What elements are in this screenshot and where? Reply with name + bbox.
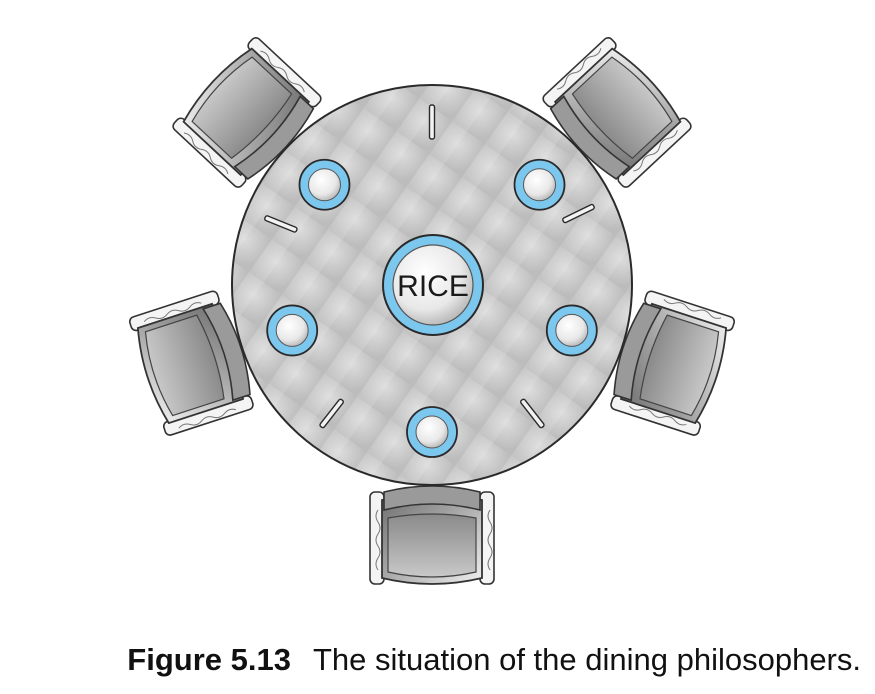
caption-number: Figure 5.13 bbox=[127, 642, 291, 677]
rice-bowl: RICE bbox=[382, 234, 484, 336]
chopstick bbox=[428, 104, 436, 140]
chair bbox=[369, 485, 495, 585]
plate bbox=[545, 304, 598, 357]
dining-philosophers-diagram: RICE bbox=[127, 34, 737, 585]
rice-label: RICE bbox=[397, 270, 469, 303]
plate bbox=[266, 304, 319, 357]
plate bbox=[406, 406, 458, 458]
plate bbox=[513, 158, 566, 211]
figure-caption: Figure 5.13 The situation of the dining … bbox=[0, 630, 875, 690]
plate bbox=[298, 158, 351, 211]
caption-text: The situation of the dining philosophers… bbox=[312, 642, 861, 677]
